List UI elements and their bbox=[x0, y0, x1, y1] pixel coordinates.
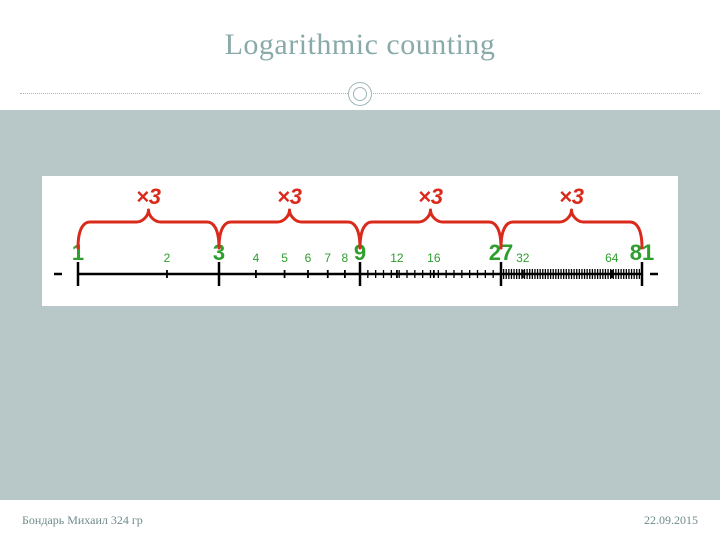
svg-text:7: 7 bbox=[324, 251, 331, 265]
log-numberline-figure: 245678121632641392781×3×3×3×3 bbox=[42, 176, 678, 306]
svg-text:64: 64 bbox=[605, 251, 619, 265]
svg-text:×3: ×3 bbox=[559, 184, 584, 209]
svg-text:16: 16 bbox=[427, 251, 441, 265]
svg-text:6: 6 bbox=[305, 251, 312, 265]
svg-text:×3: ×3 bbox=[277, 184, 302, 209]
page-title: Logarithmic counting bbox=[0, 28, 720, 62]
footer: Бондарь Михаил 324 гр 22.09.2015 bbox=[0, 500, 720, 540]
svg-text:×3: ×3 bbox=[418, 184, 443, 209]
divider-ornament bbox=[348, 82, 372, 106]
svg-text:12: 12 bbox=[390, 251, 404, 265]
svg-text:2: 2 bbox=[164, 251, 171, 265]
slide: Logarithmic counting 2456781216326413927… bbox=[0, 0, 720, 540]
svg-text:×3: ×3 bbox=[136, 184, 161, 209]
svg-text:5: 5 bbox=[281, 251, 288, 265]
svg-text:4: 4 bbox=[253, 251, 260, 265]
figure-container: 245678121632641392781×3×3×3×3 bbox=[42, 176, 678, 306]
footer-author: Бондарь Михаил 324 гр bbox=[22, 513, 143, 528]
svg-text:8: 8 bbox=[342, 251, 349, 265]
header-area: Logarithmic counting bbox=[0, 0, 720, 110]
footer-date: 22.09.2015 bbox=[644, 513, 698, 528]
svg-text:32: 32 bbox=[516, 251, 530, 265]
